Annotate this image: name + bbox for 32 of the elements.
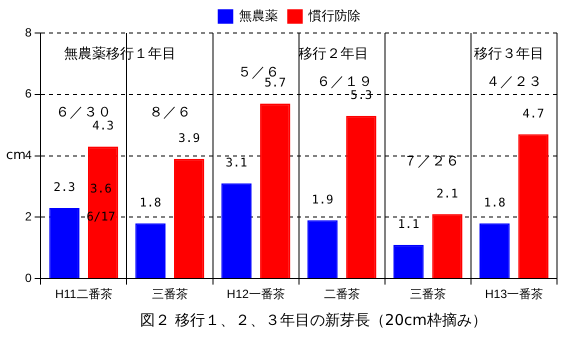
data-label: 2.3: [53, 180, 76, 194]
data-label: 1.8: [484, 195, 506, 210]
data-label: 1.9: [312, 192, 334, 206]
text: 図２ 移行１、２、３年目の新芽長（20cm枠摘み）: [139, 311, 488, 330]
annotation: ６／３０: [56, 104, 112, 120]
annotation: 移行２年目: [298, 46, 368, 62]
legend-label: 無農薬: [239, 8, 278, 24]
y-tick-label: 6: [24, 86, 32, 101]
x-tick-label: H13一番茶: [484, 287, 543, 302]
y-axis-title: cm: [6, 148, 26, 164]
annotation: ６／１９: [316, 74, 372, 90]
data-label: 4.3: [92, 118, 114, 133]
y-tick-label: 4: [24, 148, 32, 162]
annotation: ８／６: [148, 104, 191, 120]
data-label: 3.9: [178, 130, 200, 145]
annotation: ４／２３: [486, 74, 542, 90]
y-tick-label: 0: [24, 270, 32, 285]
y-tick-label: 2: [24, 210, 32, 224]
x-tick-label: H12一番茶: [226, 287, 285, 302]
x-tick-label: 三番茶: [152, 287, 188, 302]
data-label: 2.1: [436, 186, 458, 200]
data-label: 4.7: [522, 106, 544, 120]
legend-label: 慣行防除: [308, 8, 360, 24]
data-label: 3.1: [226, 156, 248, 170]
x-tick-label: 三番茶: [410, 287, 446, 302]
x-tick-label: H11二番茶: [55, 287, 112, 302]
x-tick-label: 二番茶: [324, 287, 360, 302]
annotation: 移行３年目: [474, 46, 544, 62]
annotation: 3.6: [90, 182, 112, 196]
data-label: 1.1: [398, 216, 420, 231]
data-label: 1.8: [140, 195, 162, 210]
y-tick-label: 8: [24, 25, 32, 40]
